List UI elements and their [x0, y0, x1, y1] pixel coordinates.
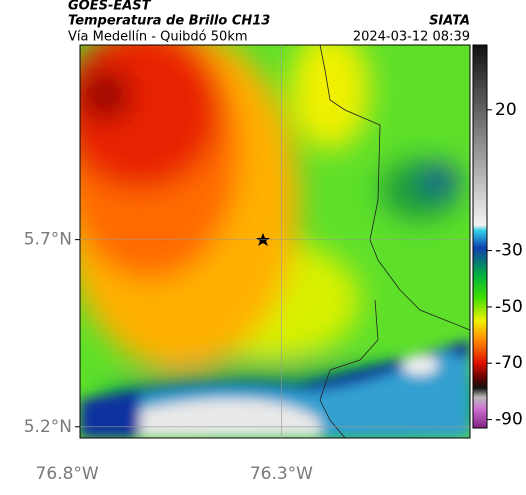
- lat-label: 5.7°N: [24, 230, 72, 250]
- lon-label: 76.3°W: [250, 464, 313, 484]
- colorbar-label: 20: [495, 100, 517, 120]
- satellite: GOES-EAST: [68, 0, 152, 14]
- colorbar-label: -90: [495, 410, 523, 430]
- region: Vía Medellín - Quibdó 50km: [68, 30, 248, 45]
- colorbar: [472, 44, 488, 429]
- colorbar-label: -70: [495, 353, 523, 373]
- colorbar-label: -50: [495, 297, 523, 317]
- source: SIATA: [429, 14, 470, 29]
- lon-label: 76.8°W: [36, 464, 99, 484]
- colorbar-label: -30: [495, 241, 523, 261]
- lat-label: 5.2°N: [24, 417, 72, 437]
- brightness-field: [80, 45, 470, 438]
- timestamp: 2024-03-12 08:39: [353, 30, 470, 45]
- map-frame: [79, 44, 471, 439]
- product: Temperatura de Brillo CH13: [68, 14, 270, 29]
